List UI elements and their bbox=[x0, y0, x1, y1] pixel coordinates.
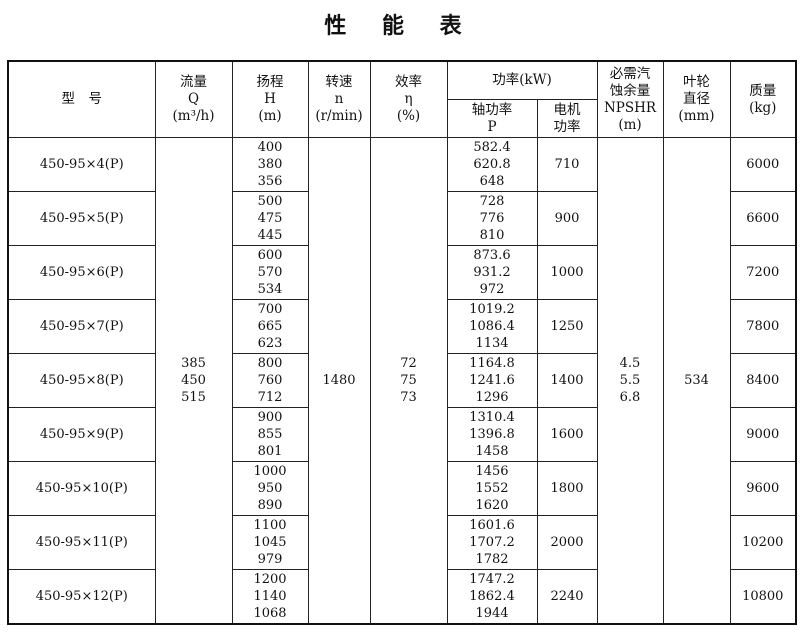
header-npshr: 必需汽 蚀余量 NPSHR (m) bbox=[596, 60, 664, 138]
model-cell: 450-95×8(P) bbox=[7, 353, 156, 408]
mass-cell: 6000 bbox=[729, 137, 797, 192]
motor-power-cell: 1800 bbox=[536, 461, 598, 516]
mass-cell: 9000 bbox=[729, 407, 797, 462]
head-cell: 1100 1045 979 bbox=[231, 515, 309, 570]
head-cell: 400 380 356 bbox=[231, 137, 309, 192]
header-efficiency: 效率 η (%) bbox=[369, 60, 448, 138]
efficiency-cell: 72 75 73 bbox=[369, 137, 448, 625]
mass-cell: 10800 bbox=[729, 569, 797, 625]
shaft-power-cell: 1019.2 1086.4 1134 bbox=[446, 299, 538, 354]
model-cell: 450-95×5(P) bbox=[7, 191, 156, 246]
header-power: 功率(kW) bbox=[446, 60, 598, 100]
shaft-power-cell: 1456 1552 1620 bbox=[446, 461, 538, 516]
shaft-power-cell: 1164.8 1241.6 1296 bbox=[446, 353, 538, 408]
speed-cell: 1480 bbox=[307, 137, 371, 625]
head-cell: 1200 1140 1068 bbox=[231, 569, 309, 625]
table-row: 450-95×4(P) 385 450 515 400 380 356 1480 72 … bbox=[7, 137, 797, 625]
model-cell: 450-95×12(P) bbox=[7, 569, 156, 625]
header-shaft-power: 轴功率 P bbox=[446, 99, 538, 138]
model-cell: 450-95×4(P) bbox=[7, 137, 156, 192]
header-flow: 流量 Q (m³/h) bbox=[154, 60, 233, 138]
header-model: 型 号 bbox=[7, 60, 156, 138]
motor-power-cell: 1000 bbox=[536, 245, 598, 300]
motor-power-cell: 2000 bbox=[536, 515, 598, 570]
head-cell: 700 665 623 bbox=[231, 299, 309, 354]
table-row: 450-95×6(P) 600 570 534 873.6 931.2 972 100… bbox=[7, 245, 797, 300]
motor-power-cell: 1400 bbox=[536, 353, 598, 408]
motor-power-cell: 2240 bbox=[536, 569, 598, 625]
header-motor-power: 电机 功率 bbox=[536, 99, 598, 138]
motor-power-cell: 900 bbox=[536, 191, 598, 246]
model-cell: 450-95×10(P) bbox=[7, 461, 156, 516]
flow-cell: 385 450 515 bbox=[154, 137, 233, 625]
motor-power-cell: 1600 bbox=[536, 407, 598, 462]
head-cell: 800 760 712 bbox=[231, 353, 309, 408]
model-cell: 450-95×7(P) bbox=[7, 299, 156, 354]
head-cell: 500 475 445 bbox=[231, 191, 309, 246]
mass-cell: 7200 bbox=[729, 245, 797, 300]
mass-cell: 9600 bbox=[729, 461, 797, 516]
header-speed: 转速 n (r/min) bbox=[307, 60, 371, 138]
shaft-power-cell: 582.4 620.8 648 bbox=[446, 137, 538, 192]
head-cell: 900 855 801 bbox=[231, 407, 309, 462]
page-title: 性 能 表 bbox=[324, 14, 476, 39]
impeller-cell: 534 bbox=[662, 137, 731, 625]
mass-cell: 10200 bbox=[729, 515, 797, 570]
shaft-power-cell: 1747.2 1862.4 1944 bbox=[446, 569, 538, 625]
head-cell: 1000 950 890 bbox=[231, 461, 309, 516]
shaft-power-cell: 1310.4 1396.8 1458 bbox=[446, 407, 538, 462]
shaft-power-cell: 728 776 810 bbox=[446, 191, 538, 246]
motor-power-cell: 1250 bbox=[536, 299, 598, 354]
npshr-cell: 4.5 5.5 6.8 bbox=[596, 137, 664, 625]
model-cell: 450-95×11(P) bbox=[7, 515, 156, 570]
table-row: 450-95×9(P) 900 855 801 1310.4 1396.8 1458… bbox=[7, 407, 797, 462]
table-row: 450-95×8(P) 800 760 712 1164.8 1241.6 1296… bbox=[7, 353, 797, 408]
table-row: 450-95×11(P) 1100 1045 979 1601.6 1707.2 1… bbox=[7, 515, 797, 570]
motor-power-cell: 710 bbox=[536, 137, 598, 192]
header-head: 扬程 H (m) bbox=[231, 60, 309, 138]
head-cell: 600 570 534 bbox=[231, 245, 309, 300]
shaft-power-cell: 873.6 931.2 972 bbox=[446, 245, 538, 300]
mass-cell: 6600 bbox=[729, 191, 797, 246]
shaft-power-cell: 1601.6 1707.2 1782 bbox=[446, 515, 538, 570]
performance-table: 型 号 流量 Q (m³/h) 扬程 H (m) 转速 n (r/min) 效率… bbox=[7, 60, 797, 625]
mass-cell: 7800 bbox=[729, 299, 797, 354]
model-cell: 450-95×9(P) bbox=[7, 407, 156, 462]
header-mass: 质量 (kg) bbox=[729, 60, 797, 138]
table-row: 450-95×12(P) 1200 1140 1068 1747.2 1862.4 … bbox=[7, 569, 797, 625]
table-row: 450-95×7(P) 700 665 623 1019.2 1086.4 1134… bbox=[7, 299, 797, 354]
header-impeller: 叶轮 直径 (mm) bbox=[662, 60, 731, 138]
mass-cell: 8400 bbox=[729, 353, 797, 408]
model-cell: 450-95×6(P) bbox=[7, 245, 156, 300]
table-row: 450-95×5(P) 500 475 445 728 776 810 900 6600 bbox=[7, 191, 797, 246]
